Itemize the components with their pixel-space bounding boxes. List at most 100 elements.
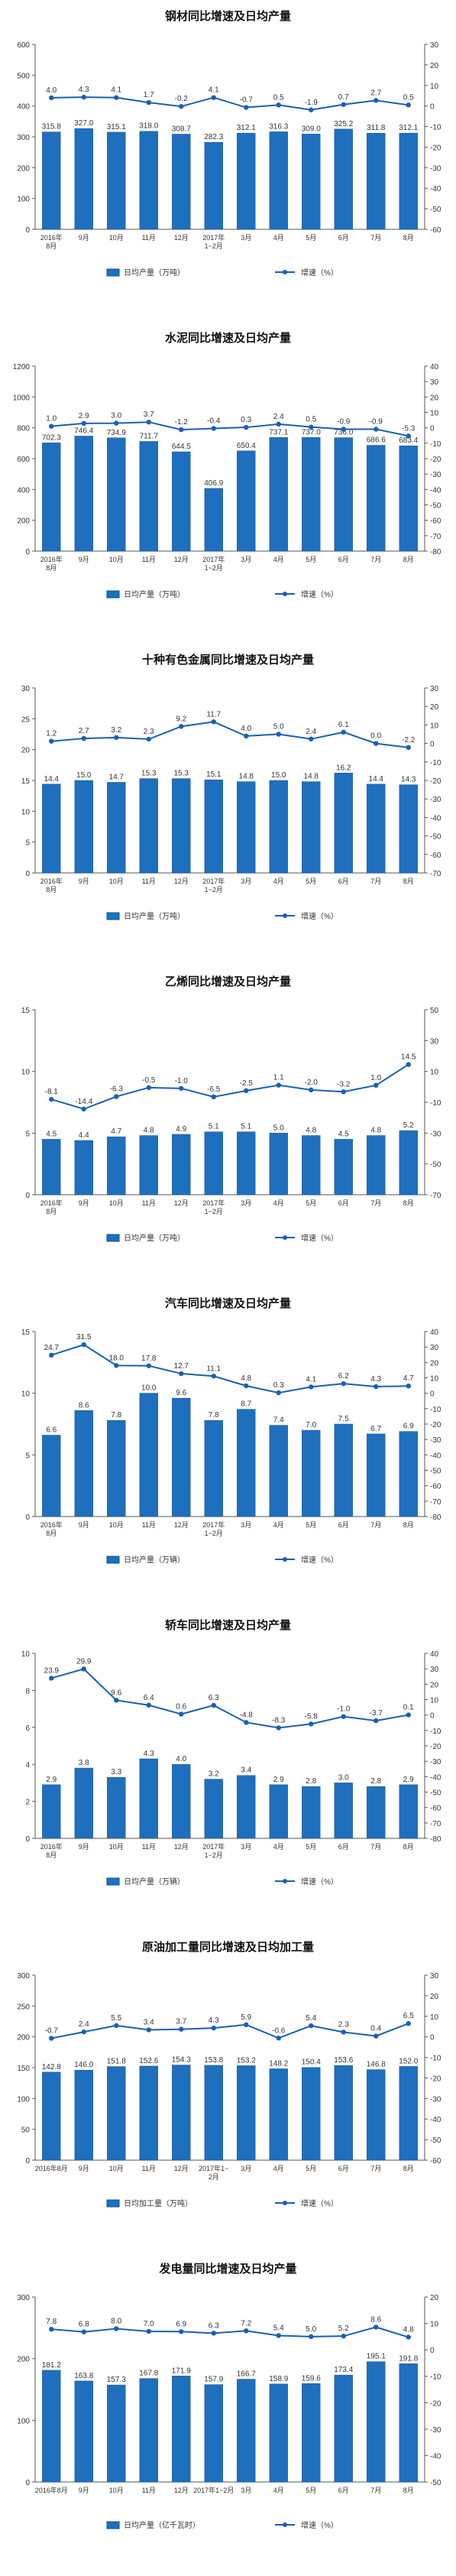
growth-value-label: 0.6: [176, 1702, 186, 1711]
y-tick-label: 200: [17, 2356, 30, 2364]
legend-line-label: 增速（%）: [301, 911, 338, 921]
bar: [334, 2374, 353, 2483]
y-tick-label: 0: [25, 870, 30, 878]
y2-tick-label: -10: [430, 759, 441, 767]
legend-bar-label: 日均产量（亿千瓦时）: [124, 2520, 200, 2530]
growth-line: [51, 721, 409, 748]
y2-tick-label: -20: [430, 1421, 441, 1429]
growth-point: [146, 1702, 151, 1708]
y2-tick-label: -50: [430, 502, 441, 511]
combo-chart: 十种有色金属同比增速及日均产量 0 5 10 15 20 25 30 30 20 10 0 -10 -20…: [21, 653, 441, 921]
growth-value-label: 0.1: [403, 1703, 414, 1711]
legend-line-marker: [283, 1557, 287, 1562]
growth-value-label: 4.8: [241, 1374, 251, 1383]
bar-value-label: 4.8: [370, 1127, 381, 1135]
y2-tick-label: 40: [430, 363, 439, 371]
bar: [367, 1135, 386, 1196]
combo-chart: 乙烯同比增速及日均产量 0 5 10 15 50 30 10 -10 -30 -50 -70 4.5 4.…: [21, 975, 441, 1243]
legend-line-marker: [283, 2201, 287, 2205]
growth-point: [309, 2023, 314, 2029]
growth-point: [49, 2326, 54, 2332]
y2-tick-label: 0: [430, 2034, 435, 2042]
growth-value-label: -2.5: [240, 1079, 254, 1088]
chart-title: 水泥同比增速及日均产量: [165, 331, 291, 345]
y-tick-label: 5: [25, 1130, 30, 1138]
growth-value-label: -1.2: [175, 418, 189, 427]
y-tick-label: 800: [17, 425, 30, 433]
combo-chart: 轿车同比增速及日均产量 0 2 4 6 8 10 40 30 20 10 0 -10 -20 -30 -40 -…: [21, 1618, 441, 1887]
x-tick-label: 8月: [403, 556, 414, 563]
bar-value-label: 4.5: [46, 1130, 57, 1138]
x-tick-label: 6月: [338, 234, 349, 242]
bar: [139, 2065, 158, 2161]
growth-point: [244, 733, 249, 739]
y-tick-label: 10: [21, 1069, 31, 1077]
bar: [107, 1136, 126, 1196]
bar-value-label: 191.8: [399, 2354, 418, 2363]
growth-point: [276, 421, 281, 427]
growth-point: [341, 1380, 346, 1387]
x-tick-label: 12月: [174, 878, 189, 885]
bar-value-label: 4.0: [176, 1755, 186, 1763]
legend-bar-label: 日均产量（万吨）: [124, 268, 185, 277]
y2-tick-label: 30: [430, 41, 439, 50]
growth-point: [341, 1089, 346, 1095]
x-tick-label: 6月: [338, 1521, 349, 1529]
growth-value-label: 6.1: [338, 721, 349, 729]
x-tick-label: 7月: [370, 878, 381, 885]
x-tick-label: 10月: [109, 234, 124, 242]
growth-point: [81, 94, 86, 100]
y-tick-label: 10: [21, 1650, 31, 1659]
bar-value-label: 5.1: [209, 1123, 219, 1131]
x-tick-label: 7月: [370, 556, 381, 563]
growth-value-label: 8.0: [111, 2317, 121, 2325]
bar-value-label: 3.2: [209, 1770, 219, 1779]
growth-point: [406, 1062, 411, 1067]
bar: [334, 773, 353, 874]
bar-value-label: 406.9: [204, 479, 223, 488]
bar: [204, 1779, 223, 1839]
x-tick-label: 2017年1~2月: [199, 2164, 228, 2181]
legend-line-marker: [283, 592, 287, 596]
growth-line: [50, 1063, 409, 1110]
growth-value-label: 4.8: [403, 2326, 414, 2334]
y2-tick-label: -20: [430, 144, 441, 152]
x-tick-label: 12月: [174, 1843, 189, 1851]
y2-tick-label: 40: [430, 1650, 439, 1659]
legend-line-label: 增速（%）: [301, 268, 338, 277]
bar: [172, 451, 191, 552]
legend-bar-swatch: [106, 2199, 120, 2208]
bar: [42, 443, 61, 552]
growth-point: [146, 99, 151, 105]
growth-point: [276, 2036, 281, 2041]
growth-line: [50, 1344, 409, 1394]
bar: [74, 1140, 93, 1196]
bar: [74, 1410, 93, 1517]
bar: [42, 1139, 61, 1196]
bar: [42, 2370, 61, 2483]
growth-value-label: 1.0: [370, 1074, 381, 1082]
bar-value-label: 2.9: [403, 1776, 414, 1784]
bar-value-label: 152.0: [399, 2057, 418, 2065]
y-tick-label: 1000: [13, 394, 31, 402]
y2-tick-label: 0: [430, 103, 435, 112]
bar-value-label: 167.8: [139, 2370, 158, 2378]
y-tick-label: 250: [17, 2003, 30, 2011]
bar-value-label: 7.0: [306, 1421, 316, 1429]
y2-tick-label: -60: [430, 226, 441, 235]
growth-point: [341, 729, 346, 735]
growth-value-label: 5.4: [273, 2324, 284, 2332]
y-tick-label: 30: [21, 685, 31, 693]
x-tick-label: 7月: [370, 2165, 381, 2172]
growth-value-label: 6.4: [144, 1694, 154, 1702]
bar-value-label: 14.4: [369, 775, 384, 784]
bar-value-label: 711.7: [140, 432, 159, 440]
growth-value-label: 24.7: [44, 1344, 60, 1352]
y2-tick-label: -20: [430, 2075, 441, 2083]
growth-point: [211, 426, 216, 431]
bar-value-label: 6.9: [403, 1423, 414, 1431]
x-tick-label: 4月: [273, 1199, 284, 1207]
y-tick-label: 400: [17, 103, 30, 112]
chart-panel: 十种有色金属同比增速及日均产量 0 5 10 15 20 25 30 30 20 10 0 -10 -20…: [0, 644, 456, 965]
x-tick-label: 4月: [273, 878, 284, 885]
